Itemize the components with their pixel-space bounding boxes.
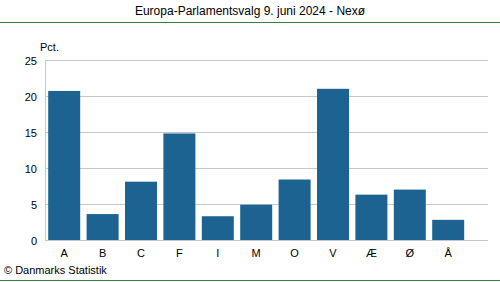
y-axis: [45, 60, 46, 240]
grid-line: [45, 60, 488, 61]
x-tick-label: C: [137, 247, 145, 259]
bars: [48, 89, 464, 240]
x-tick-label: Ø: [406, 247, 415, 259]
x-tick-label: Å: [445, 247, 453, 259]
title-rule: [0, 22, 500, 23]
grid-line: [45, 96, 488, 97]
y-tick-label: 5: [31, 199, 37, 211]
bar: [394, 190, 426, 240]
grid-line: [45, 240, 488, 241]
bar: [279, 180, 311, 240]
x-tick-label: I: [216, 247, 219, 259]
y-tick-label: 20: [25, 91, 37, 103]
bar: [432, 220, 464, 240]
y-axis-label: Pct.: [40, 41, 59, 53]
bar: [163, 133, 195, 240]
bar: [125, 182, 157, 240]
bar: [355, 195, 387, 240]
title: Europa-Parlamentsvalg 9. juni 2024 - Nex…: [135, 4, 366, 18]
grid-line: [45, 132, 488, 133]
bottom-rule: [0, 280, 500, 281]
chart-container: Europa-Parlamentsvalg 9. juni 2024 - Nex…: [0, 0, 500, 282]
chart-svg: Europa-Parlamentsvalg 9. juni 2024 - Nex…: [0, 0, 500, 282]
x-tick-label: B: [99, 247, 106, 259]
bar: [240, 205, 272, 240]
x-tick-label: A: [61, 247, 69, 259]
x-tick-label: F: [176, 247, 183, 259]
x-tick-label: M: [252, 247, 261, 259]
x-tick-label: V: [329, 247, 337, 259]
y-tick-label: 25: [25, 55, 37, 67]
grid-line: [45, 168, 488, 169]
bar: [48, 91, 80, 240]
bar: [317, 89, 349, 240]
y-tick-label: 10: [25, 163, 37, 175]
source: © Danmarks Statistik: [4, 264, 107, 276]
bar: [202, 216, 234, 240]
x-tick-label: O: [290, 247, 299, 259]
y-tick-label: 0: [31, 235, 37, 247]
x-tick-label: Æ: [366, 247, 377, 259]
y-tick-label: 15: [25, 127, 37, 139]
bar: [87, 214, 119, 240]
